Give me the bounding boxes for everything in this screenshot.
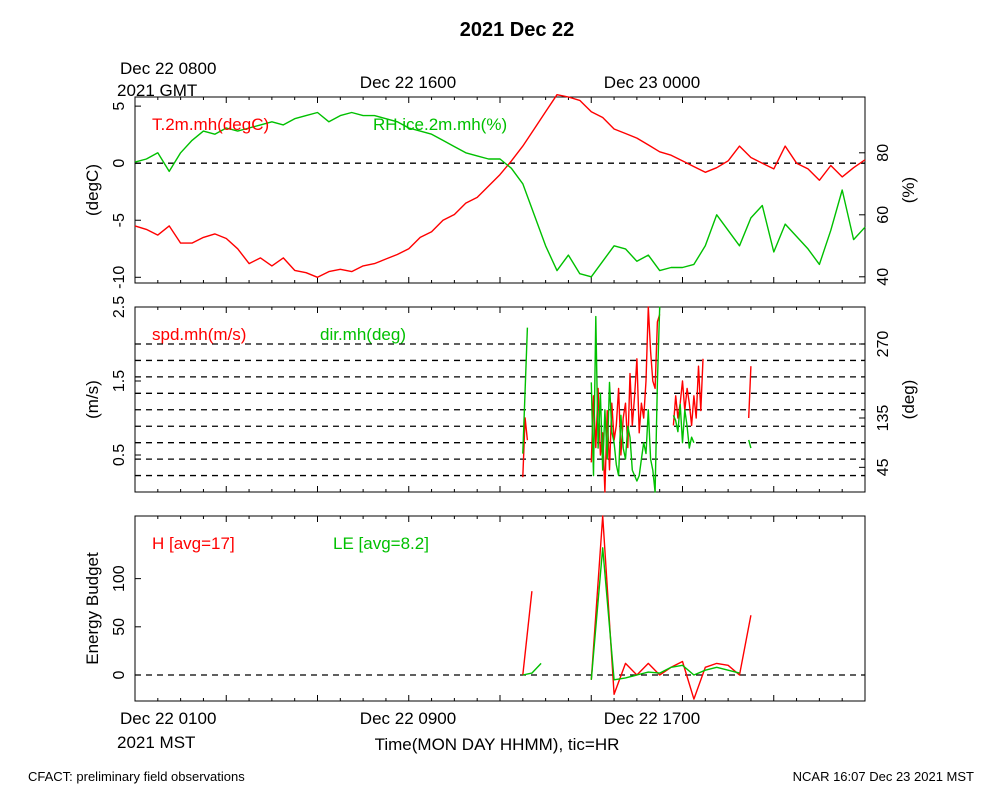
y-axis-title-right: (%): [899, 177, 918, 203]
y-tick-label-left: 50: [111, 618, 128, 636]
series-line-le: [590, 547, 740, 681]
series-line-spd-mh-m-s-: [590, 306, 661, 493]
series-line-h: [590, 515, 752, 700]
y-tick-label-left: 0: [111, 159, 128, 168]
x-axis-title: Time(MON DAY HHMM), tic=HR: [375, 735, 620, 754]
series-legend-label: dir.mh(deg): [320, 325, 406, 344]
panel-energy-budget: 0 50 100 Energy Budget H [avg=17] LE [avg=8.2…: [83, 515, 866, 702]
y-tick-label-right: 40: [875, 268, 892, 286]
y-axis-title-right: (deg): [899, 380, 918, 420]
y-tick-label-left: 0: [111, 670, 128, 679]
top-corner-line2: 2021 GMT: [117, 81, 197, 100]
series-legend-label: RH.ice.2m.mh(%): [373, 115, 507, 134]
y-axis-title-left: Energy Budget: [83, 552, 102, 665]
bottom-time-label-2: Dec 22 1700: [604, 709, 700, 728]
series-legend-label: LE [avg=8.2]: [333, 534, 429, 553]
series-legend-label: H [avg=17]: [152, 534, 235, 553]
panel-frame: [134, 515, 866, 702]
y-tick-label-right: 60: [875, 206, 892, 224]
y-tick-label-right: 80: [875, 144, 892, 162]
y-tick-label-left: 100: [111, 565, 128, 592]
bottom-corner-line2: 2021 MST: [117, 733, 195, 752]
y-tick-label-right: 45: [875, 458, 892, 476]
series-line-spd-mh-m-s-: [748, 366, 752, 419]
series-line-spd-mh-m-s-: [522, 417, 529, 478]
figure-title: 2021 Dec 22: [460, 19, 575, 41]
bottom-corner-line1: Dec 22 0100: [120, 709, 216, 728]
series-line-le: [522, 662, 542, 676]
y-tick-label-left: -5: [111, 213, 128, 227]
top-corner-line1: Dec 22 0800: [120, 59, 216, 78]
series-line-dir-mh-deg-: [522, 327, 529, 454]
bottom-time-label-1: Dec 22 0900: [360, 709, 456, 728]
y-axis-title-left: (m/s): [83, 380, 102, 419]
top-time-label-2: Dec 23 0000: [604, 73, 700, 92]
y-tick-label-left: 2.5: [111, 296, 128, 318]
y-tick-label-left: 0.5: [111, 444, 128, 466]
y-tick-label-right: 135: [875, 405, 892, 432]
y-axis-title-left: (degC): [83, 164, 102, 216]
top-time-label-1: Dec 22 1600: [360, 73, 456, 92]
y-tick-label-left: 5: [111, 102, 128, 111]
series-line-h: [522, 591, 533, 676]
y-tick-label-left: 1.5: [111, 370, 128, 392]
series-line-dir-mh-deg-: [590, 306, 661, 493]
footer-right: NCAR 16:07 Dec 23 2021 MST: [793, 769, 974, 784]
footer-left: CFACT: preliminary field observations: [28, 769, 245, 784]
y-tick-label-right: 270: [875, 331, 892, 358]
panel-wind: 0.5 1.5 2.5 45 135 270 (m/s) (deg) spd.mh(m/s) di…: [83, 296, 918, 493]
series-legend-label: spd.mh(m/s): [152, 325, 246, 344]
series-line-spd-mh-m-s-: [672, 358, 704, 427]
series-line-dir-mh-deg-: [672, 403, 695, 449]
series-legend-label: T.2m.mh(degC): [152, 115, 269, 134]
panel-temperature-humidity: 5 0 -5 -10 80 60 40 (degC) (%) T.2m.mh(degC) RH.ic…: [83, 93, 918, 289]
y-tick-label-left: -10: [111, 266, 128, 289]
series-line-t-2m-mh-degc-: [134, 93, 866, 278]
series-line-dir-mh-deg-: [748, 439, 752, 449]
series-line-rh-ice-2m-mh-: [134, 111, 866, 278]
